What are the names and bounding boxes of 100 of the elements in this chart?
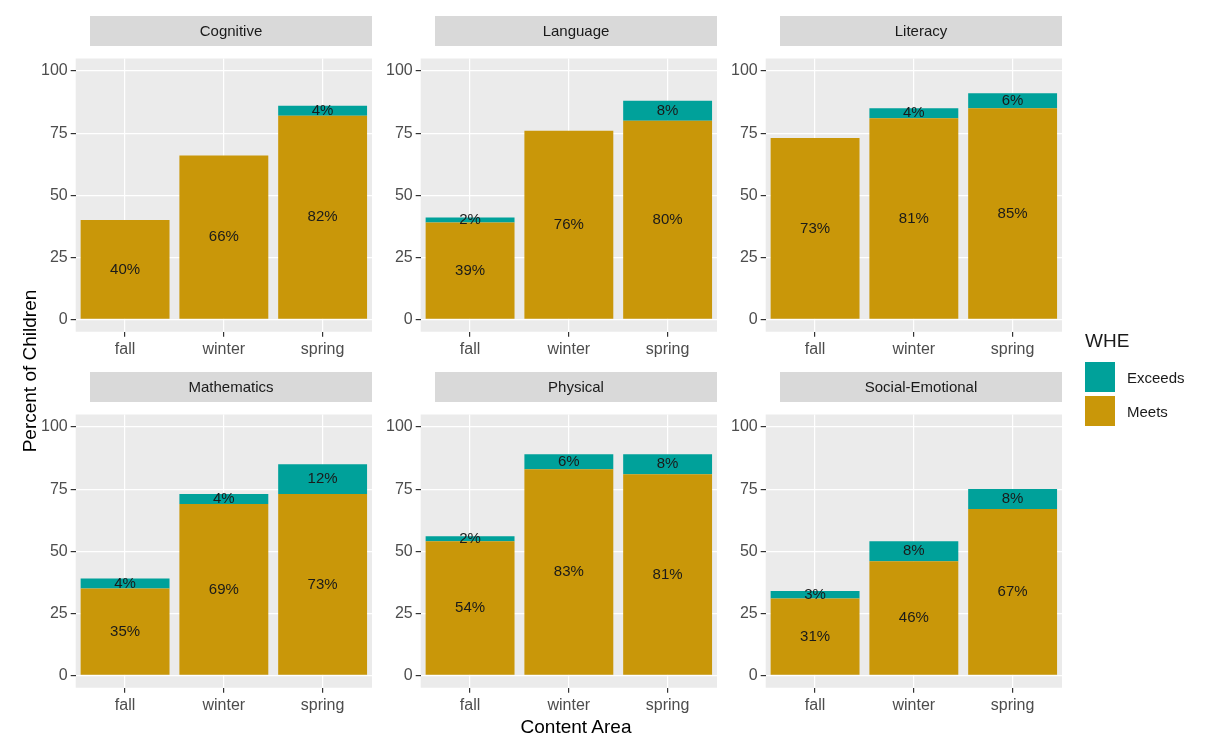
bar bbox=[770, 598, 860, 675]
y-tick-label: 50 bbox=[739, 185, 758, 203]
bar bbox=[425, 222, 515, 319]
x-tick-label: winter bbox=[891, 695, 936, 713]
y-tick-label: 50 bbox=[739, 541, 758, 559]
bar bbox=[80, 588, 170, 675]
data-label: 8% bbox=[656, 100, 679, 118]
bar bbox=[869, 118, 959, 319]
bar bbox=[869, 561, 959, 675]
y-tick-label: 0 bbox=[403, 665, 413, 683]
legend-label: Meets bbox=[1127, 402, 1168, 420]
data-label: 73% bbox=[800, 218, 831, 236]
y-tick-label: 75 bbox=[49, 123, 68, 141]
y-tick-label: 25 bbox=[49, 603, 68, 621]
x-tick-label: fall bbox=[804, 695, 826, 713]
y-tick-label: 75 bbox=[394, 479, 413, 497]
y-tick-label: 25 bbox=[394, 603, 413, 621]
data-label: 67% bbox=[997, 582, 1028, 600]
bar bbox=[278, 464, 368, 495]
data-label: 85% bbox=[997, 203, 1028, 221]
y-tick-label: 100 bbox=[385, 417, 413, 435]
y-tick-label: 0 bbox=[403, 309, 413, 327]
y-tick-label: 100 bbox=[730, 61, 758, 79]
x-tick-label: fall bbox=[804, 339, 826, 357]
bar bbox=[425, 541, 515, 675]
data-label: 8% bbox=[1001, 489, 1024, 507]
y-tick-label: 0 bbox=[58, 309, 68, 327]
x-tick-label: spring bbox=[645, 695, 690, 713]
y-tick-label: 0 bbox=[748, 309, 758, 327]
legend-label: Exceeds bbox=[1127, 368, 1185, 386]
y-tick-label: 50 bbox=[49, 541, 68, 559]
data-label: 31% bbox=[800, 626, 831, 644]
data-label: 6% bbox=[558, 451, 580, 469]
data-label: 6% bbox=[1001, 90, 1024, 108]
y-tick-label: 25 bbox=[739, 603, 758, 621]
legend-title: WHE bbox=[1085, 330, 1131, 352]
y-tick-label: 100 bbox=[730, 417, 758, 435]
y-axis-title: Percent of Children bbox=[19, 288, 41, 455]
x-axis-title: Content Area bbox=[519, 716, 633, 738]
chart-title: Social-Emotional bbox=[780, 372, 1062, 402]
y-tick-label: 25 bbox=[394, 247, 413, 265]
data-label: 35% bbox=[110, 621, 141, 639]
bar bbox=[524, 469, 614, 675]
y-tick-label: 75 bbox=[739, 123, 758, 141]
bar bbox=[623, 120, 713, 319]
data-label: 39% bbox=[455, 260, 486, 278]
data-label: 69% bbox=[208, 579, 239, 597]
x-tick-label: winter bbox=[891, 339, 936, 357]
bar bbox=[524, 130, 614, 319]
chart-title: Literacy bbox=[780, 16, 1062, 46]
bar bbox=[278, 115, 368, 319]
y-tick-label: 25 bbox=[49, 247, 68, 265]
data-label: 4% bbox=[114, 573, 136, 591]
bar bbox=[179, 155, 269, 319]
bar bbox=[623, 454, 713, 475]
chart-title: Mathematics bbox=[90, 372, 372, 402]
data-label: 81% bbox=[898, 208, 929, 226]
x-tick-label: spring bbox=[990, 339, 1035, 357]
data-label: 81% bbox=[652, 564, 683, 582]
data-label: 12% bbox=[307, 469, 338, 487]
bar bbox=[770, 138, 860, 319]
bar bbox=[623, 474, 713, 675]
y-tick-label: 50 bbox=[394, 541, 413, 559]
x-tick-label: winter bbox=[546, 339, 591, 357]
x-tick-label: fall bbox=[114, 339, 136, 357]
data-label: 80% bbox=[652, 209, 683, 227]
bar bbox=[80, 220, 170, 319]
x-tick-label: spring bbox=[990, 695, 1035, 713]
x-tick-label: spring bbox=[645, 339, 690, 357]
y-tick-label: 75 bbox=[394, 123, 413, 141]
y-tick-label: 75 bbox=[49, 479, 68, 497]
y-tick-label: 0 bbox=[748, 665, 758, 683]
x-tick-label: spring bbox=[300, 695, 345, 713]
chart-title: Cognitive bbox=[90, 16, 372, 46]
bar bbox=[968, 489, 1058, 509]
x-tick-label: fall bbox=[459, 339, 481, 357]
data-label: 82% bbox=[307, 207, 338, 225]
data-label: 4% bbox=[903, 103, 925, 121]
bar bbox=[869, 541, 959, 562]
chart-title: Physical bbox=[435, 372, 717, 402]
bar bbox=[968, 508, 1058, 675]
y-tick-label: 100 bbox=[385, 61, 413, 79]
data-label: 46% bbox=[898, 608, 929, 626]
bar bbox=[524, 454, 614, 470]
x-tick-label: winter bbox=[201, 695, 246, 713]
data-label: 76% bbox=[553, 214, 584, 232]
data-label: 4% bbox=[213, 489, 235, 507]
bar bbox=[968, 108, 1058, 319]
data-label: 83% bbox=[553, 562, 584, 580]
x-tick-label: spring bbox=[300, 339, 345, 357]
data-label: 66% bbox=[208, 227, 239, 245]
data-label: 8% bbox=[903, 541, 925, 559]
data-label: 8% bbox=[656, 454, 679, 472]
bar bbox=[623, 100, 713, 121]
y-tick-label: 0 bbox=[58, 665, 68, 683]
data-label: 73% bbox=[307, 574, 338, 592]
x-tick-label: winter bbox=[546, 695, 591, 713]
chart-title: Language bbox=[435, 16, 717, 46]
y-tick-label: 50 bbox=[394, 185, 413, 203]
data-label: 40% bbox=[110, 259, 141, 277]
